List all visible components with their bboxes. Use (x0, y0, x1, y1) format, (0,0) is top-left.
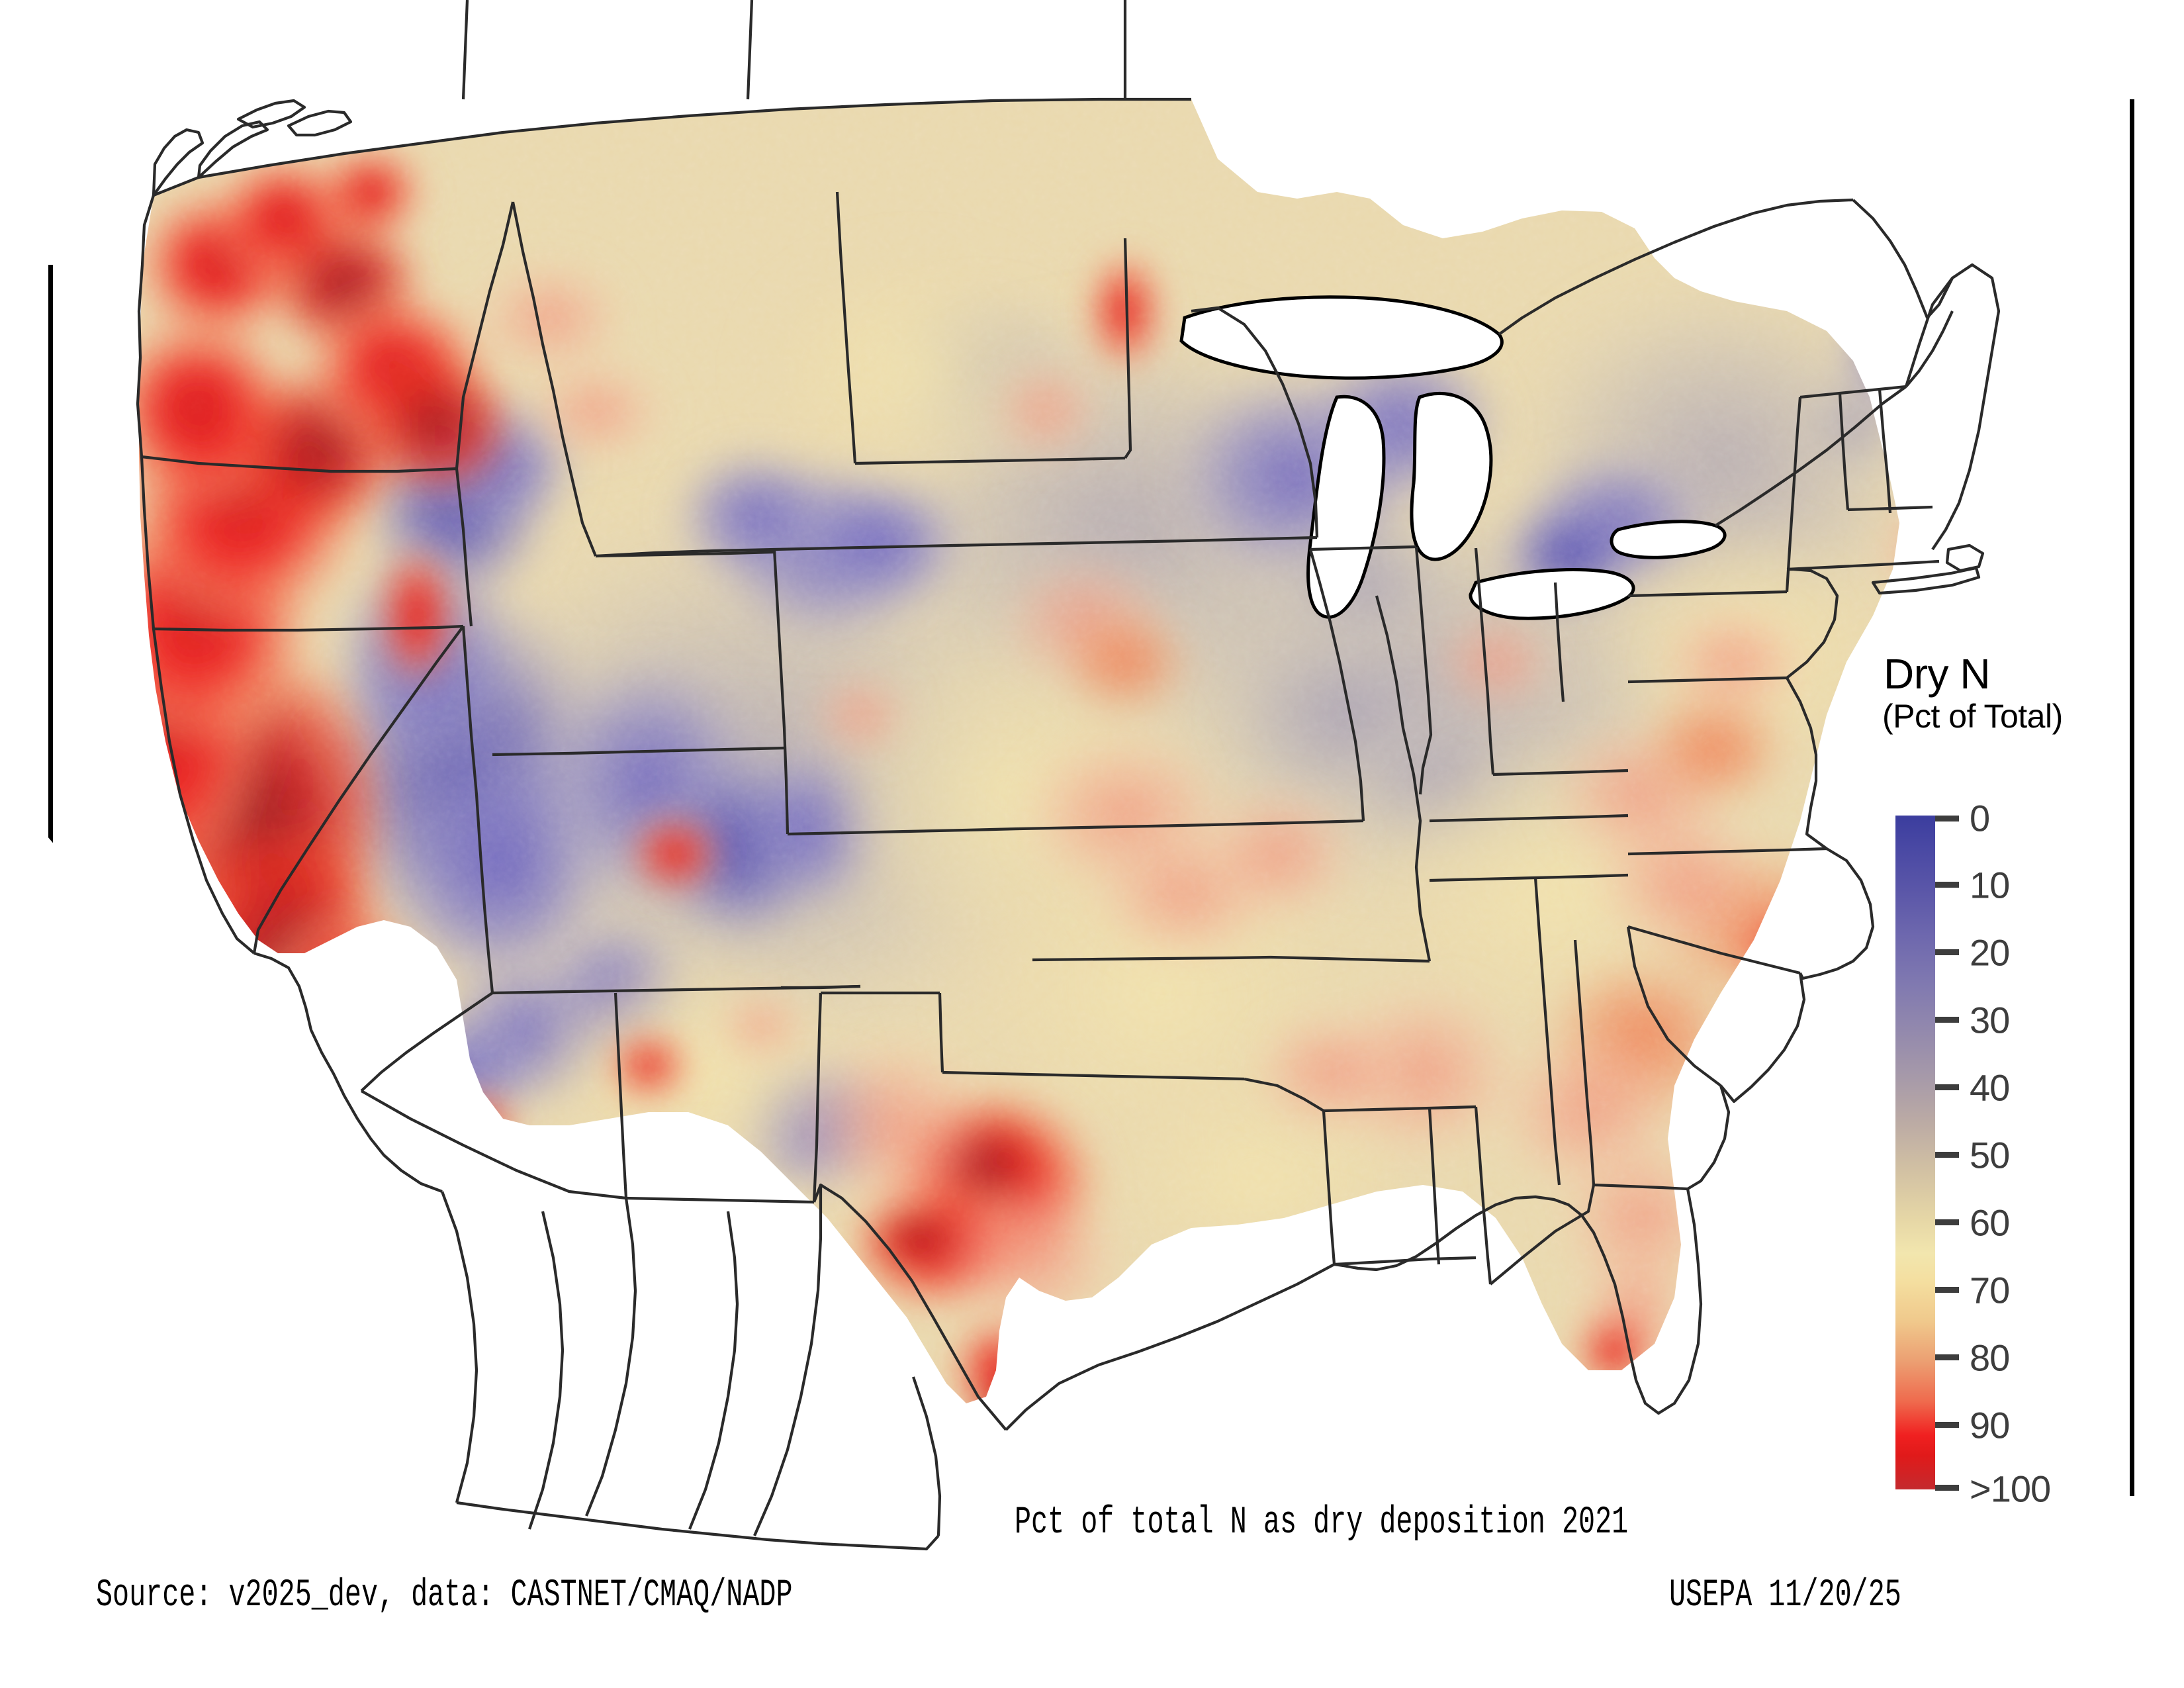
colorbar-tick-9 (1935, 1422, 1959, 1428)
colorbar-label-8: 80 (1970, 1336, 2010, 1379)
agency-caption: USEPA 11/20/25 (1669, 1574, 1901, 1617)
colorbar-label-6: 60 (1970, 1201, 2010, 1244)
colorbar-label-2: 20 (1970, 931, 2010, 974)
colorbar-tick-7 (1935, 1287, 1959, 1293)
legend-title: Dry N (1884, 650, 1991, 698)
colorbar-label-0: 0 (1970, 797, 1990, 839)
colorbar (1895, 816, 1935, 1489)
colorbar-tick-3 (1935, 1017, 1959, 1023)
colorbar-label-3: 30 (1970, 999, 2010, 1041)
colorbar-tick-5 (1935, 1152, 1959, 1158)
colorbar-tick-8 (1935, 1354, 1959, 1360)
colorbar-tick-0 (1935, 816, 1959, 821)
colorbar-label-7: 70 (1970, 1269, 2010, 1311)
colorbar-tick-2 (1935, 949, 1959, 955)
colorbar-label-4: 40 (1970, 1066, 2010, 1109)
figure-frame (48, 48, 2134, 1638)
map-legend: Dry N (Pct of Total) 0 10 20 30 40 50 60… (1853, 650, 2131, 1510)
legend-subtitle: (Pct of Total) (1882, 697, 2063, 735)
colorbar-label-10: >100 (1970, 1468, 2051, 1510)
colorbar-label-9: 90 (1970, 1404, 2010, 1446)
colorbar-tick-6 (1935, 1219, 1959, 1225)
colorbar-label-5: 50 (1970, 1134, 2010, 1176)
map-caption: Pct of total N as dry deposition 2021 (1015, 1501, 1629, 1544)
source-caption: Source: v2025_dev, data: CASTNET/CMAQ/NA… (96, 1574, 793, 1617)
colorbar-label-1: 10 (1970, 864, 2010, 906)
colorbar-tick-4 (1935, 1084, 1959, 1090)
colorbar-tick-1 (1935, 882, 1959, 888)
colorbar-tick-10 (1935, 1485, 1959, 1491)
